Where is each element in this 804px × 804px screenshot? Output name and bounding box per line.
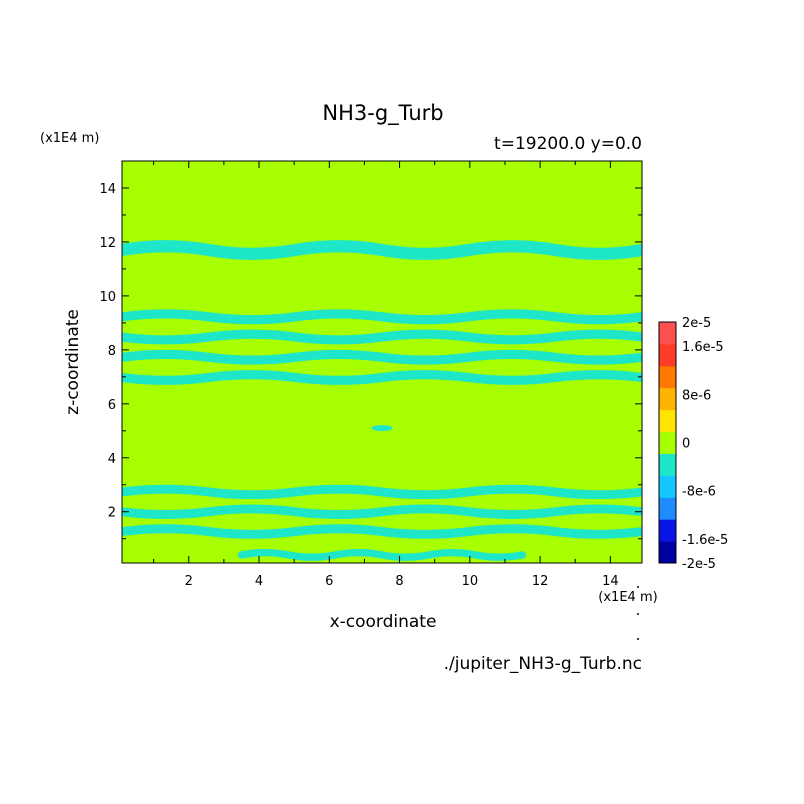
x-tick-label: 2 — [185, 574, 193, 589]
y-tick-label: 10 — [99, 290, 116, 305]
x-tick-label: 8 — [395, 574, 403, 589]
colorbar-segment — [659, 497, 676, 520]
y-axis-label: z-coordinate — [63, 309, 83, 415]
colorbar-segment — [659, 322, 676, 345]
chart-subtitle: t=19200.0 y=0.0 — [494, 134, 642, 154]
marker-dots — [637, 586, 639, 640]
colorbar-frame — [658, 321, 677, 564]
colorbar-segment — [659, 541, 676, 564]
colorbar-segment — [659, 475, 676, 498]
feature-band-2 — [122, 309, 642, 385]
x-tick-label: 4 — [255, 574, 263, 589]
colorbar-segment — [659, 431, 676, 454]
colorbar-segment — [659, 453, 676, 476]
colorbar-tick-label: 1.6e-5 — [682, 340, 724, 355]
x-axis-label: x-coordinate — [330, 612, 437, 632]
feature-blob-5 — [371, 425, 393, 432]
colorbar-segment — [659, 365, 676, 389]
plot-area — [122, 161, 642, 563]
feature-band-1 — [122, 240, 642, 260]
colorbar-segment — [659, 387, 676, 411]
y-tick-label: 14 — [99, 182, 116, 197]
field-features — [122, 240, 642, 561]
x-tick-label: 14 — [602, 574, 619, 589]
source-file-label: ./jupiter_NH3-g_Turb.nc — [444, 654, 642, 674]
feature-band-4 — [237, 548, 527, 561]
colorbar-tick-label: 2e-5 — [682, 316, 711, 331]
y-tick-label: 12 — [99, 236, 116, 251]
x-tick-label: 12 — [532, 574, 549, 589]
plot-frame — [121, 160, 643, 564]
colorbar-segment — [659, 409, 676, 433]
colorbar-tick-label: -1.6e-5 — [682, 533, 728, 548]
colorbar-segment — [659, 519, 676, 542]
colorbar-tick-label: -8e-6 — [682, 485, 716, 500]
feature-band-3 — [122, 484, 642, 539]
x-tick-label: 10 — [462, 574, 479, 589]
colorbar-segment — [659, 343, 676, 367]
y-tick-label: 2 — [108, 506, 116, 521]
y-axis-unit: (x1E4 m) — [40, 131, 99, 146]
y-tick-label: 8 — [108, 344, 116, 359]
x-axis-unit: (x1E4 m) — [598, 590, 657, 605]
y-tick-label: 4 — [108, 452, 116, 467]
colorbar: 2e-5 1.6e-5 8e-6 0 -8e-6 -1.6e-5 -2e-5 — [658, 316, 728, 572]
x-tick-label: 6 — [325, 574, 333, 589]
y-tick-label: 6 — [108, 398, 116, 413]
x-axis-ticks: 2 4 6 8 10 12 14 — [153, 161, 619, 589]
y-axis-ticks: 2 4 6 8 10 12 14 — [99, 182, 642, 540]
colorbar-tick-label: -2e-5 — [682, 557, 716, 572]
chart-title: NH3-g_Turb — [322, 101, 443, 126]
colorbar-tick-label: 0 — [682, 437, 690, 452]
colorbar-tick-label: 8e-6 — [682, 388, 711, 403]
